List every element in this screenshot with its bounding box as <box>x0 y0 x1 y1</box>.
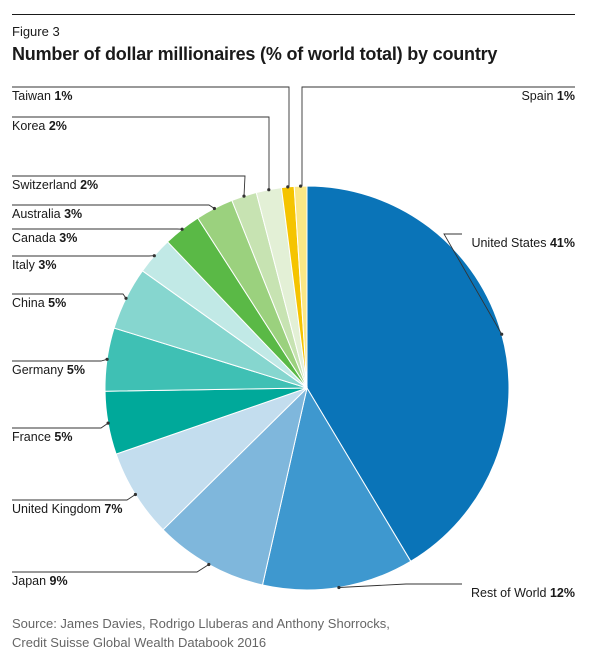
label-france: France 5% <box>12 430 72 444</box>
source-line-1: Source: James Davies, Rodrigo Lluberas a… <box>12 616 390 631</box>
label-canada: Canada 3% <box>12 231 77 245</box>
label-country-italy: Italy <box>12 258 38 272</box>
label-united-states: United States 41% <box>471 236 575 250</box>
leader-rest-of-world <box>338 583 462 588</box>
leader-united-states <box>443 233 503 335</box>
slice-labels: United States 41% Rest of World 12% Japan … <box>12 89 575 600</box>
leader-dot-canada <box>180 227 184 231</box>
chart-title: Number of dollar millionaires (% of worl… <box>12 44 498 64</box>
leader-dot-china <box>124 296 128 300</box>
label-value-australia: 3% <box>64 207 82 221</box>
label-taiwan: Taiwan 1% <box>12 89 72 103</box>
leader-dot-germany <box>105 357 109 361</box>
label-value-italy: 3% <box>38 258 56 272</box>
label-value-united-states: 41% <box>550 236 575 250</box>
label-korea: Korea 2% <box>12 119 67 133</box>
leader-dot-switzerland <box>242 194 246 198</box>
leader-australia <box>12 204 215 209</box>
label-germany: Germany 5% <box>12 363 85 377</box>
leader-spain <box>301 86 575 187</box>
source-note: Source: James Davies, Rodrigo Lluberas a… <box>12 614 390 652</box>
label-value-rest-of-world: 12% <box>550 586 575 600</box>
leader-dot-rest-of-world <box>337 585 341 590</box>
label-value-canada: 3% <box>59 231 77 245</box>
label-country-taiwan: Taiwan <box>12 89 54 103</box>
leader-dot-australia <box>212 206 216 211</box>
leader-dot-taiwan <box>286 185 290 189</box>
leader-lines <box>12 86 575 590</box>
label-value-united-kingdom: 7% <box>104 502 122 516</box>
leader-united-kingdom <box>12 494 136 501</box>
leader-france <box>12 422 109 429</box>
leader-switzerland <box>12 175 246 197</box>
leader-china <box>12 293 127 299</box>
label-country-australia: Australia <box>12 207 64 221</box>
leader-dot-korea <box>267 188 271 192</box>
label-country-germany: Germany <box>12 363 67 377</box>
pie-slices <box>104 185 510 591</box>
label-switzerland: Switzerland 2% <box>12 178 98 192</box>
figure-label: Figure 3 <box>12 24 60 39</box>
label-country-united-states: United States <box>471 236 550 250</box>
label-value-france: 5% <box>54 430 72 444</box>
leader-dot-spain <box>299 184 303 188</box>
label-australia: Australia 3% <box>12 207 82 221</box>
label-value-korea: 2% <box>49 119 67 133</box>
leader-germany <box>12 358 108 362</box>
leader-japan <box>12 564 210 573</box>
label-country-france: France <box>12 430 54 444</box>
label-country-korea: Korea <box>12 119 49 133</box>
label-country-spain: Spain <box>521 89 556 103</box>
label-value-japan: 9% <box>50 574 68 588</box>
label-value-germany: 5% <box>67 363 85 377</box>
source-line-2: Credit Suisse Global Wealth Databook 201… <box>12 635 267 650</box>
label-value-china: 5% <box>48 296 66 310</box>
leader-dot-japan <box>207 562 211 567</box>
label-spain: Spain 1% <box>521 89 575 103</box>
label-country-japan: Japan <box>12 574 50 588</box>
label-united-kingdom: United Kingdom 7% <box>12 502 123 516</box>
label-value-taiwan: 1% <box>54 89 72 103</box>
label-country-rest-of-world: Rest of World <box>471 586 550 600</box>
label-rest-of-world: Rest of World 12% <box>471 586 575 600</box>
label-country-united-kingdom: United Kingdom <box>12 502 104 516</box>
label-japan: Japan 9% <box>12 574 68 588</box>
leader-dot-united-kingdom <box>133 492 137 497</box>
leader-korea <box>12 116 270 190</box>
leader-dot-france <box>106 421 110 425</box>
label-china: China 5% <box>12 296 66 310</box>
label-value-switzerland: 2% <box>80 178 98 192</box>
label-value-spain: 1% <box>557 89 575 103</box>
label-country-canada: Canada <box>12 231 59 245</box>
label-italy: Italy 3% <box>12 258 56 272</box>
top-rule <box>12 14 575 15</box>
leader-taiwan <box>12 86 290 187</box>
leader-dot-united-states <box>500 332 504 336</box>
leader-dot-italy <box>152 254 156 258</box>
label-country-switzerland: Switzerland <box>12 178 80 192</box>
label-country-china: China <box>12 296 48 310</box>
